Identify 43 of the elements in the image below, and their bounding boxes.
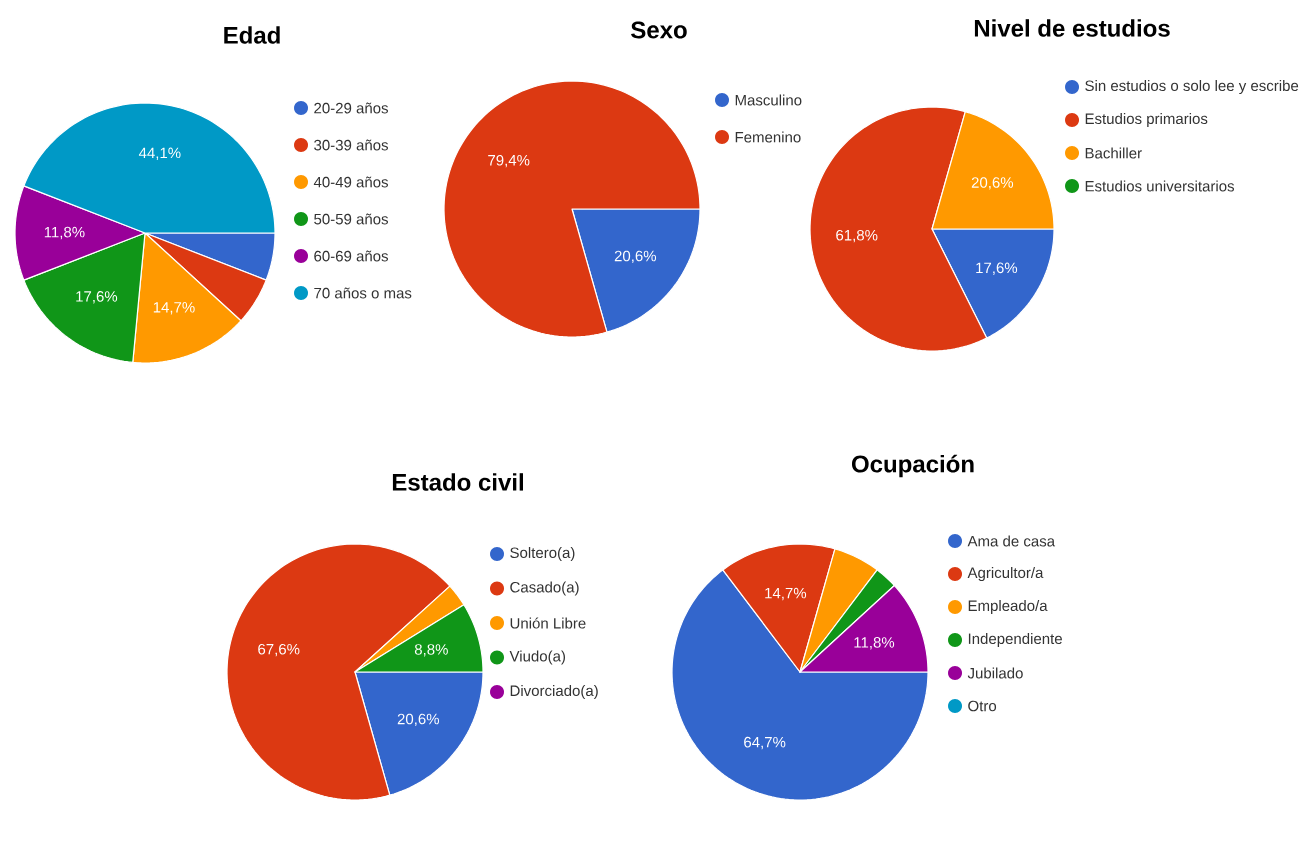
legend-label: Jubilado bbox=[967, 667, 1023, 679]
legend-label: Bachiller bbox=[1085, 147, 1142, 159]
data-label: 11,8% bbox=[854, 637, 895, 650]
legend-label: 50-59 años bbox=[314, 213, 389, 225]
data-label: 8,8% bbox=[414, 644, 448, 657]
data-label: 79,4% bbox=[488, 154, 530, 168]
data-label: 17,6% bbox=[76, 291, 118, 304]
legend-label: Estudios universitarios bbox=[1085, 180, 1235, 192]
data-label: 14,7% bbox=[153, 302, 195, 315]
legend-label: Viudo(a) bbox=[509, 650, 566, 665]
legend-label: 60-69 años bbox=[314, 250, 389, 262]
legend-label: Divorciado(a) bbox=[510, 685, 598, 699]
legend-label: Sin estudios o solo lee y escribe bbox=[1085, 80, 1299, 94]
data-label: 20,6% bbox=[971, 177, 1014, 190]
legend-label: Unión Libre bbox=[510, 617, 586, 629]
data-label: 11,8% bbox=[44, 226, 85, 240]
data-label: 44,1% bbox=[138, 147, 181, 160]
legend-label: Independiente bbox=[968, 633, 1062, 647]
legend-label: Soltero(a) bbox=[510, 547, 575, 561]
legend-label: 70 años o mas bbox=[314, 287, 412, 299]
legend-label: 20-29 años bbox=[314, 102, 389, 114]
chart-title: Ocupación bbox=[851, 454, 974, 478]
legend-label: Ama de casa bbox=[967, 535, 1056, 547]
data-label: 64,7% bbox=[744, 736, 786, 750]
legend-label: Masculino bbox=[735, 94, 802, 106]
legend-label: 40-49 años bbox=[313, 176, 389, 188]
chart-title: Estado civil bbox=[392, 473, 523, 491]
legend-label: Agricultor/a bbox=[967, 567, 1044, 581]
chart-title: Sexo bbox=[631, 21, 687, 39]
legend-label: Casado(a) bbox=[510, 581, 579, 596]
data-label: 20,6% bbox=[614, 250, 657, 264]
chart-title: Nivel de estudios bbox=[974, 19, 1170, 37]
legend-label: Femenino bbox=[735, 131, 801, 143]
data-label: 67,6% bbox=[258, 643, 300, 657]
data-label: 61,8% bbox=[836, 229, 878, 243]
legend-label: Otro bbox=[968, 700, 997, 712]
legend-label: Estudios primarios bbox=[1085, 113, 1208, 127]
data-label: 20,6% bbox=[397, 713, 440, 727]
chart-title: Edad bbox=[224, 26, 280, 44]
data-label: 17,6% bbox=[976, 262, 1018, 275]
legend-label: Empleado/a bbox=[968, 600, 1048, 614]
data-label: 14,7% bbox=[765, 587, 807, 601]
legend-label: 30-39 años bbox=[314, 139, 389, 151]
